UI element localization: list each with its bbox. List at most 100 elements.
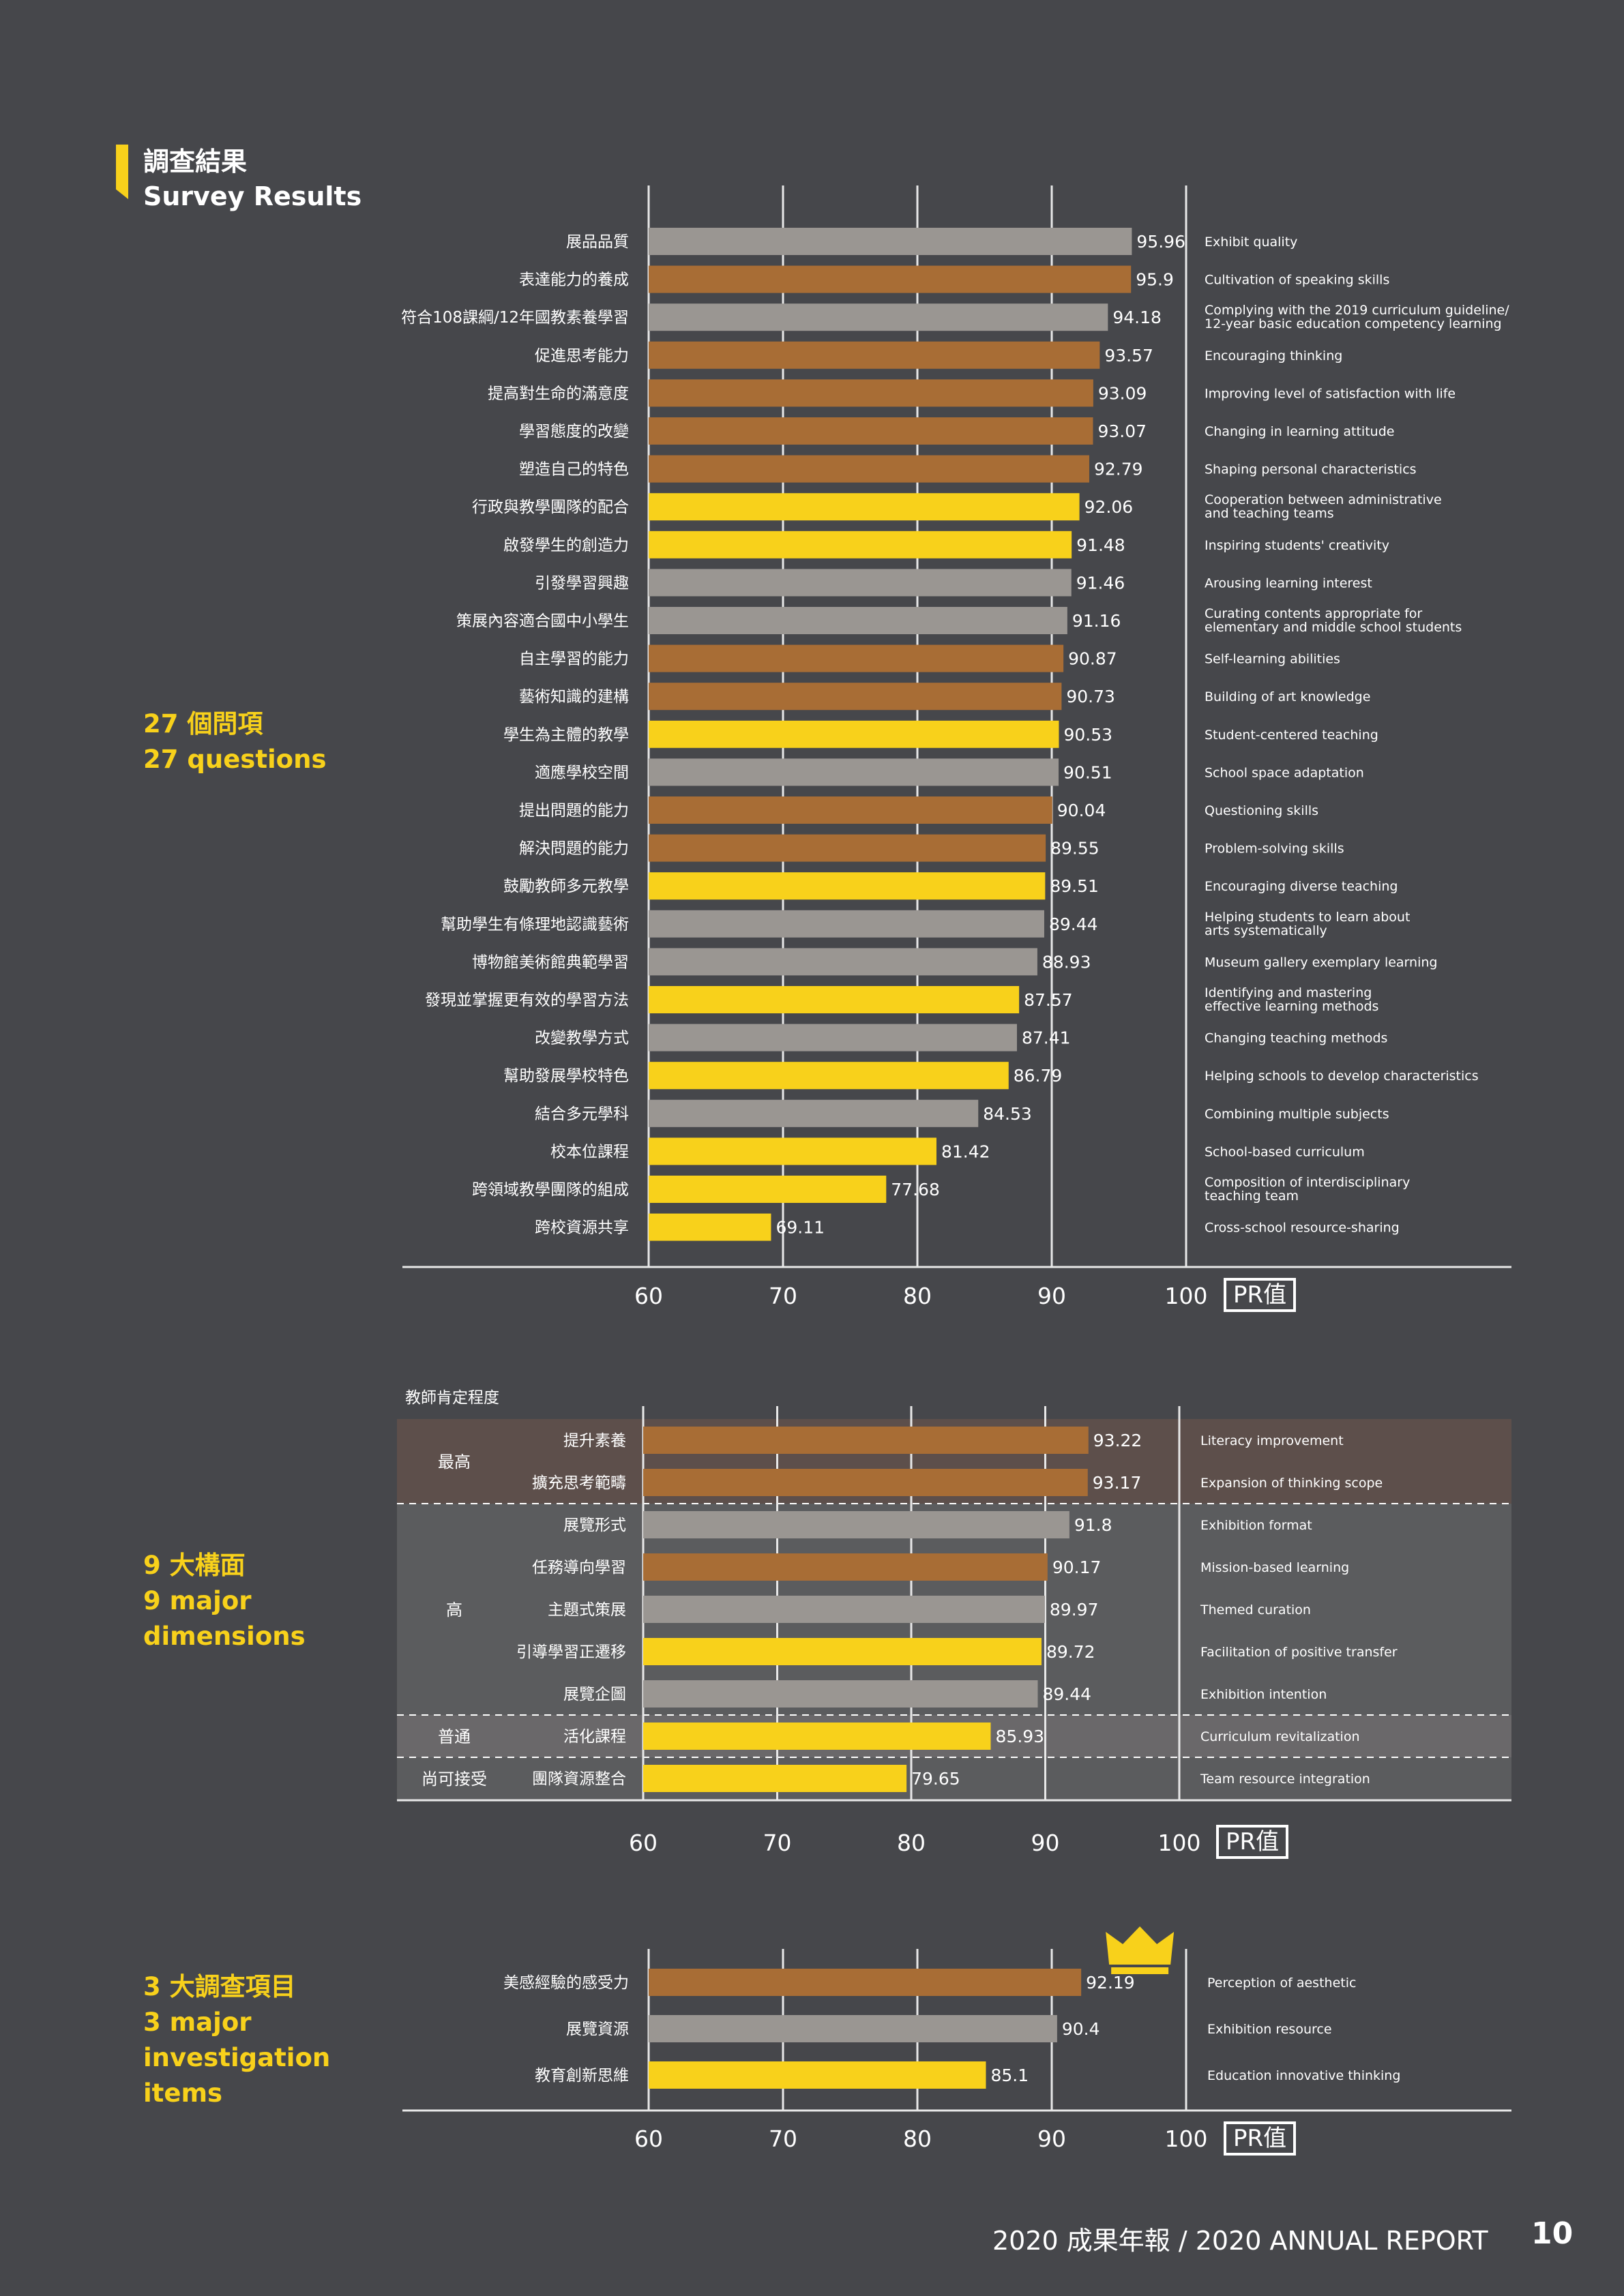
- bar-category-en: School-based curriculum: [1205, 1144, 1365, 1159]
- bar-category-en: Shaping personal characteristics: [1205, 462, 1417, 477]
- section-label-zh: 27 個問項: [143, 709, 263, 739]
- bar-category-en: Expansion of thinking scope: [1200, 1476, 1383, 1491]
- bar-category-zh: 策展內容適合國中小學生: [456, 612, 629, 630]
- bar-category-en: Complying with the 2019 curriculum guide…: [1205, 303, 1509, 318]
- section-label-en-line: 3 major: [143, 2008, 252, 2037]
- x-tick-label: 70: [763, 1830, 792, 1856]
- x-tick-label: 70: [769, 1283, 797, 1309]
- bar-category-zh: 提升素養: [563, 1432, 626, 1450]
- x-tick-label: 80: [903, 2126, 932, 2152]
- section-label-en-line: 9 major: [143, 1586, 252, 1615]
- bar: [649, 910, 1044, 938]
- bar-value-label: 91.48: [1076, 535, 1125, 555]
- bar-category-zh: 提出問題的能力: [519, 802, 629, 820]
- bar-category-zh: 表達能力的養成: [519, 271, 629, 289]
- bar-value-label: 93.07: [1097, 421, 1147, 441]
- bar-value-label: 89.51: [1050, 876, 1099, 896]
- bar-category-zh: 促進思考能力: [535, 347, 629, 365]
- bar-category-en: Identifying and mastering: [1205, 985, 1372, 1000]
- bar-value-label: 91.46: [1076, 573, 1125, 593]
- bar: [649, 644, 1064, 672]
- bar-category-zh: 主題式策展: [548, 1601, 626, 1619]
- bar-category-en: Mission-based learning: [1200, 1560, 1349, 1575]
- bar-category-zh: 活化課程: [563, 1728, 626, 1746]
- bar-value-label: 90.04: [1057, 801, 1106, 820]
- bar-category-en: arts systematically: [1205, 923, 1327, 938]
- bar-category-zh: 引導學習正遷移: [516, 1643, 626, 1661]
- group-label: 普通: [438, 1727, 471, 1746]
- bar: [649, 796, 1052, 824]
- bar-value-label: 95.9: [1136, 270, 1174, 290]
- bar-category-en: Cooperation between administrative: [1205, 492, 1442, 507]
- bar-value-label: 92.06: [1084, 497, 1134, 517]
- bar-category-zh: 團隊資源整合: [532, 1770, 626, 1788]
- bar-category-en: Exhibition resource: [1207, 2022, 1332, 2037]
- bar-value-label: 89.44: [1042, 1684, 1091, 1704]
- title-accent-bar: [116, 145, 128, 199]
- bar-value-label: 86.79: [1014, 1066, 1063, 1086]
- bar-category-en: Perception of aesthetic: [1207, 1976, 1356, 1991]
- x-tick-label: 100: [1165, 2126, 1208, 2152]
- bar-value-label: 93.17: [1093, 1473, 1142, 1493]
- bar-category-en: Museum gallery exemplary learning: [1205, 955, 1437, 970]
- bar: [643, 1553, 1048, 1581]
- bar-category-en: Student-centered teaching: [1205, 728, 1378, 743]
- bar-category-en: Cross-school resource-sharing: [1205, 1221, 1400, 1236]
- bar-category-en: Changing teaching methods: [1205, 1031, 1387, 1046]
- bar-category-zh: 自主學習的能力: [519, 651, 629, 668]
- bar-category-en: Exhibition format: [1200, 1518, 1312, 1533]
- bar-category-en: Combining multiple subjects: [1205, 1107, 1389, 1122]
- group-label: 最高: [438, 1452, 471, 1472]
- bar: [649, 1176, 887, 1203]
- bar-category-zh: 跨校資源共享: [535, 1219, 629, 1237]
- bar-category-en: effective learning methods: [1205, 999, 1378, 1014]
- bar: [649, 607, 1067, 634]
- bar: [649, 986, 1020, 1013]
- group-label: 尚可接受: [422, 1770, 487, 1789]
- bar-category-zh: 展覽形式: [563, 1517, 626, 1534]
- bar-category-zh: 鼓勵教師多元教學: [503, 878, 629, 895]
- bar-category-en: Cultivation of speaking skills: [1205, 273, 1389, 288]
- x-tick-label: 60: [634, 2126, 663, 2152]
- bar: [649, 303, 1108, 331]
- bar-value-label: 93.09: [1098, 383, 1147, 403]
- bar-category-zh: 改變教學方式: [535, 1030, 629, 1047]
- bar-category-en: Composition of interdisciplinary: [1205, 1175, 1410, 1190]
- x-tick-label: 60: [634, 1283, 663, 1309]
- bar: [649, 493, 1080, 521]
- bar-category-en: and teaching teams: [1205, 506, 1334, 521]
- bar-value-label: 90.17: [1052, 1557, 1102, 1577]
- bar-category-en: Self-learning abilities: [1205, 652, 1340, 667]
- bar: [649, 1137, 936, 1165]
- section-label-zh: 3 大調查項目: [143, 1972, 296, 2001]
- bar: [649, 1213, 771, 1241]
- pr-unit-box: PR值: [1224, 2121, 1297, 2156]
- bar-value-label: 93.22: [1093, 1431, 1142, 1450]
- page-number: 10: [1531, 2216, 1574, 2251]
- bar-category-en: teaching team: [1205, 1189, 1299, 1204]
- bar-value-label: 90.73: [1066, 687, 1115, 706]
- x-tick-label: 90: [1031, 1830, 1060, 1856]
- section-label-en-line: dimensions: [143, 1622, 306, 1651]
- crown-base-icon: [1111, 1967, 1169, 1974]
- bar-category-zh: 展品品質: [566, 233, 629, 251]
- bar-value-label: 89.97: [1050, 1600, 1099, 1620]
- group-header: 教師肯定程度: [405, 1389, 499, 1407]
- bar: [643, 1427, 1089, 1454]
- bar-value-label: 89.55: [1050, 839, 1099, 859]
- bar-category-zh: 擴充思考範疇: [532, 1474, 626, 1492]
- section-label-questions: 27 個問項 27 questions: [143, 706, 326, 777]
- section-label-en-line: items: [143, 2078, 223, 2108]
- group-band: [397, 1757, 1511, 1800]
- bar-category-en: Encouraging thinking: [1205, 348, 1342, 363]
- x-tick-label: 90: [1037, 1283, 1066, 1309]
- bar-value-label: 90.87: [1068, 649, 1117, 669]
- x-tick-label: 80: [897, 1830, 926, 1856]
- bar-value-label: 90.53: [1063, 725, 1112, 745]
- bar-value-label: 88.93: [1042, 952, 1091, 972]
- bar-value-label: 91.8: [1074, 1515, 1112, 1535]
- bar-category-zh: 幫助發展學校特色: [503, 1067, 629, 1085]
- bar-category-zh: 學生為主體的教學: [503, 726, 629, 744]
- bar-category-en: 12-year basic education competency learn…: [1205, 316, 1502, 331]
